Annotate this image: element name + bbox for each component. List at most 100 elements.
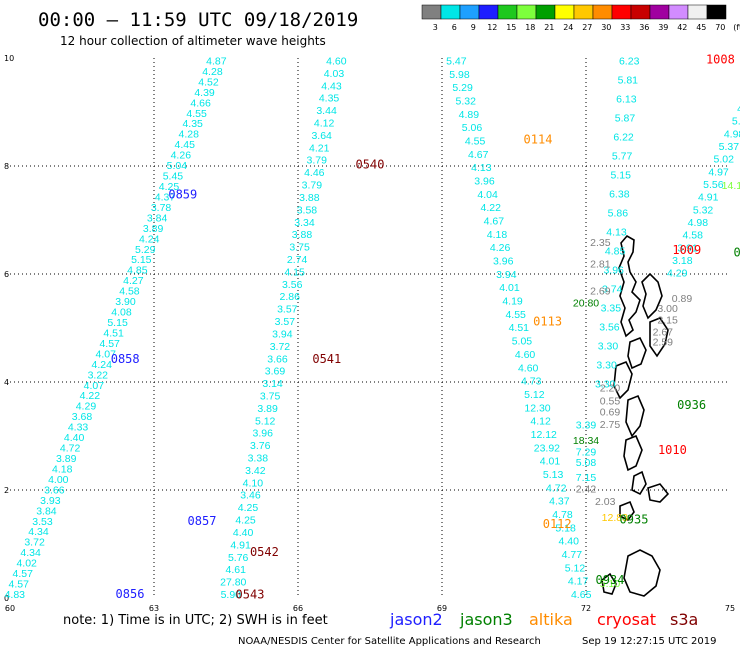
island-outline — [601, 572, 617, 595]
island-outline — [631, 470, 647, 496]
wave-height-value: 5.98 — [449, 69, 470, 81]
time-stamp-jason2: 0857 — [188, 514, 217, 528]
wave-height-value: 4.26 — [490, 242, 511, 254]
y-tick-label: 10 — [4, 54, 14, 63]
island-outline — [649, 317, 669, 358]
wave-height-value: 3.79 — [307, 155, 328, 167]
colorbar-label: 6 — [452, 23, 457, 32]
wave-height-value: 3.84 — [36, 505, 57, 517]
satellite-legend: jason2 jason3 altika cryosat s3a — [389, 610, 698, 629]
wave-height-value: 5.08 — [576, 457, 597, 469]
colorbar-label: 45 — [696, 23, 706, 32]
wave-height-value: 3.66 — [267, 353, 288, 365]
colorbar-label: 18 — [525, 23, 535, 32]
wave-height-value: 4.12 — [314, 118, 335, 130]
wave-height-value: 3.44 — [316, 105, 337, 117]
wave-height-value: 3.74 — [602, 283, 623, 295]
wave-height-value: 6.22 — [613, 131, 634, 143]
wave-height-value: 2.59 — [653, 336, 674, 348]
wave-height-value: 4.65 — [571, 589, 592, 601]
wave-height-value: 0.55 — [600, 396, 621, 408]
wave-height-value: 3.75 — [260, 390, 281, 402]
time-stamp-jason3: 0935 — [620, 512, 649, 526]
x-tick-label: 66 — [293, 604, 303, 613]
wave-height-value: 5.12 — [565, 562, 586, 574]
wave-height-value: 4.29 — [667, 268, 688, 280]
wave-height-value: 4.57 — [99, 338, 120, 350]
wave-height-value: 4.35 — [182, 118, 203, 130]
y-tick-label: 8 — [4, 162, 9, 171]
time-stamp-jason3: 0936 — [677, 398, 706, 412]
wave-height-value: 4.98 — [724, 128, 740, 140]
wave-height-value: 4.33 — [68, 422, 89, 434]
time-stamp-jason3: 093 — [734, 246, 740, 260]
wave-height-value: 4.60 — [515, 349, 536, 361]
wave-height-value: 5.02 — [714, 154, 735, 166]
wave-height-value: 4.60 — [518, 362, 539, 374]
wave-height-value: 2.42 — [576, 484, 597, 496]
time-stamp-jason2: 0859 — [168, 187, 197, 201]
wave-height-value: 3.14 — [262, 378, 283, 390]
wave-height-value: 3.18 — [672, 255, 693, 267]
wave-height-value: 3.35 — [601, 302, 622, 314]
wave-height-value: 3.94 — [496, 269, 517, 281]
time-stamp-s3a: 0542 — [250, 545, 279, 559]
island-outline — [613, 360, 633, 400]
axis-ticks: 60 63 66 69 72 75 0 2 4 6 8 10 — [4, 54, 735, 613]
colorbar-label: 33 — [620, 23, 630, 32]
wave-height-value: 6.38 — [609, 188, 630, 200]
x-tick-label: 63 — [149, 604, 159, 613]
colorbar-swatch — [421, 4, 442, 20]
wave-height-value: 5.29 — [135, 244, 156, 256]
x-tick-label: 69 — [437, 604, 447, 613]
wave-height-value: 2.20 — [600, 383, 621, 395]
wave-height-value: 3.34 — [294, 217, 315, 229]
wave-height-tracks: 4.834.574.574.024.343.724.343.533.843.93… — [5, 55, 740, 601]
wave-height-value: 4.89 — [459, 109, 480, 121]
wave-height-value: 2.81 — [590, 259, 611, 271]
wave-height-value: 3.30 — [598, 340, 619, 352]
wave-height-value: 4.58 — [119, 286, 140, 298]
colorbar-label: (ft) — [733, 23, 740, 32]
wave-height-value: 3.78 — [151, 202, 172, 214]
wave-height-value: 4.34 — [20, 547, 41, 559]
wave-height-value: 4.12 — [530, 416, 551, 428]
wave-height-value: 4.37 — [155, 191, 176, 203]
wave-height-value: 3.53 — [32, 516, 53, 528]
wave-height-value: 4.60 — [326, 55, 347, 67]
x-tick-label: 72 — [581, 604, 591, 613]
wave-height-value: 4.97 — [708, 166, 729, 178]
wave-height-value: 4.08 — [111, 307, 132, 319]
wave-height-value: 4.40 — [233, 527, 254, 539]
colorbar-label: 3 — [433, 23, 438, 32]
wave-height-value: 5.18 — [555, 522, 576, 534]
wave-height-value: 4.29 — [76, 401, 97, 413]
time-stamp-altika: 0113 — [533, 314, 562, 328]
wave-height-value: 18.34 — [573, 435, 599, 447]
wave-height-value: 4.01 — [499, 282, 520, 294]
wave-height-value: 5.32 — [693, 204, 714, 216]
wave-height-value: 4.85 — [127, 265, 148, 277]
wave-height-value: 3.94 — [272, 328, 293, 340]
wave-height-value: 4.28 — [179, 129, 200, 141]
wave-height-value: 4.61 — [225, 564, 246, 576]
wave-height-value: 6.13 — [616, 93, 637, 105]
colorbar-label: 30 — [601, 23, 611, 32]
y-tick-label: 4 — [4, 378, 9, 387]
colorbar-label: 21 — [544, 23, 554, 32]
wave-height-value: 3.93 — [40, 495, 61, 507]
wave-height-value: 5.15 — [131, 254, 152, 266]
wave-height-value: 0.69 — [600, 406, 621, 418]
wave-height-value: 3.22 — [88, 369, 109, 381]
colorbar-swatch — [687, 4, 708, 20]
wave-height-value: 5.04 — [167, 160, 188, 172]
wave-height-value: 3.64 — [311, 130, 332, 142]
colorbar-label: 15 — [506, 23, 516, 32]
wave-height-value: 4.13 — [606, 226, 627, 238]
wave-height-value: 3.75 — [289, 242, 310, 254]
wave-height-value: 4.27 — [123, 275, 144, 287]
time-stamp-altika: 0112 — [543, 517, 572, 531]
wave-height-value: 4.78 — [552, 509, 573, 521]
wave-height-value: 27.80 — [220, 577, 246, 589]
